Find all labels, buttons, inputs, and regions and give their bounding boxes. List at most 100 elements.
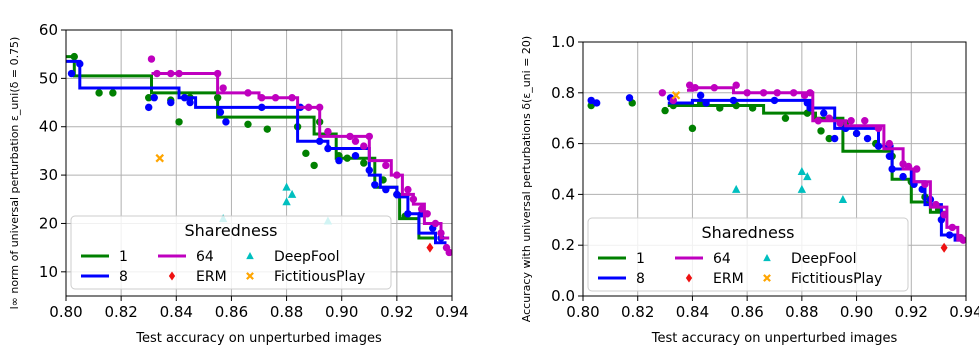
legend-label: ERM <box>196 269 227 285</box>
legend-marker <box>168 271 176 281</box>
data-point <box>213 69 222 78</box>
data-point <box>288 94 296 102</box>
data-point <box>167 98 175 107</box>
x-axis-label: Test accuracy on unperturbed images <box>135 331 382 346</box>
data-point <box>847 117 855 125</box>
data-point <box>814 117 822 125</box>
legend-entry-fictitiousplay: FictitiousPlay <box>246 269 365 285</box>
data-point <box>155 153 165 163</box>
data-point <box>76 60 84 68</box>
legend-entry-8: 8 <box>81 269 128 285</box>
series-step-line <box>66 55 436 240</box>
data-point <box>729 96 738 105</box>
y-tick-label: 0.4 <box>551 185 575 203</box>
y-axis-label: l∞ norm of universal perturbation ε_uni(… <box>8 37 21 310</box>
legend-entry-64: 64 <box>675 251 731 267</box>
data-point <box>222 118 230 126</box>
legend-entry-1: 1 <box>598 251 645 267</box>
data-point <box>940 211 948 219</box>
data-point <box>95 89 103 97</box>
legend-entry-8: 8 <box>598 271 645 287</box>
data-point <box>145 94 153 102</box>
data-point <box>145 103 153 112</box>
y-tick-label: 0.8 <box>551 84 575 102</box>
data-point <box>959 236 966 244</box>
data-point <box>371 181 379 189</box>
series-step-line <box>687 86 964 242</box>
data-point <box>688 124 697 133</box>
x-tick-label: 0.92 <box>895 303 928 321</box>
series-fictitiousplay <box>671 91 681 100</box>
legend-entry-deepfool: DeepFool <box>763 251 856 267</box>
legend-label: FictitiousPlay <box>791 271 882 287</box>
x-tick-label: 0.94 <box>435 303 468 321</box>
x-tick-label: 0.94 <box>949 303 979 321</box>
data-point <box>244 89 252 97</box>
x-tick-label: 0.92 <box>380 303 413 321</box>
data-point <box>310 161 318 170</box>
data-point <box>109 89 117 97</box>
data-point <box>315 103 324 112</box>
data-point <box>817 127 825 135</box>
data-point <box>404 210 412 218</box>
legend-title: Sharedness <box>702 223 795 242</box>
data-point <box>671 91 681 100</box>
legend-entry-1: 1 <box>81 249 128 265</box>
x-tick-label: 0.82 <box>621 303 654 321</box>
data-point <box>150 94 158 102</box>
data-point <box>360 159 368 167</box>
data-point <box>404 185 412 194</box>
series-8 <box>66 59 447 245</box>
data-point <box>885 139 894 148</box>
data-point <box>781 114 790 122</box>
data-point <box>921 180 929 188</box>
data-point <box>702 99 710 107</box>
y-tick-label: 20 <box>39 214 58 232</box>
data-point <box>315 137 324 145</box>
legend-entry-64: 64 <box>158 249 214 265</box>
legend-label: DeepFool <box>791 251 856 267</box>
data-point <box>661 106 669 115</box>
data-point <box>669 96 677 105</box>
legend-label: 1 <box>119 249 128 265</box>
data-point <box>820 109 828 117</box>
x-tick-label: 0.90 <box>325 303 358 321</box>
legend-marker <box>246 272 254 280</box>
series-fictitiousplay <box>155 153 165 163</box>
data-point <box>175 118 183 126</box>
data-point <box>70 52 78 61</box>
y-tick-label: 0.0 <box>551 287 575 305</box>
data-point <box>216 108 225 116</box>
legend-label: 8 <box>636 271 645 287</box>
data-point <box>691 84 699 92</box>
data-point <box>423 210 431 218</box>
data-point <box>797 167 807 176</box>
data-point <box>592 99 601 107</box>
data-point <box>437 229 445 237</box>
x-tick-label: 0.84 <box>160 303 193 321</box>
data-point <box>625 94 634 102</box>
series-erm <box>940 242 948 253</box>
data-point <box>67 69 76 78</box>
data-point <box>346 132 354 141</box>
legend-marker <box>763 253 771 262</box>
data-point <box>282 197 291 206</box>
data-point <box>773 89 781 97</box>
data-point <box>874 124 883 133</box>
data-point <box>445 248 452 257</box>
data-point <box>863 134 872 143</box>
data-point <box>797 184 807 193</box>
y-tick-label: 10 <box>39 263 58 281</box>
data-point <box>658 89 667 97</box>
y-tick-label: 1.0 <box>551 33 575 51</box>
data-point <box>175 69 183 78</box>
grid: 0.80 0.82 0.84 0.86 0.88 0.90 0.92 0.94 10 20 30 40… <box>39 21 469 321</box>
data-point <box>324 144 332 153</box>
axes-frame <box>65 29 453 297</box>
y-tick-label: 30 <box>39 166 58 184</box>
data-point <box>716 104 724 112</box>
axes-frame <box>582 41 967 297</box>
data-point <box>343 154 351 162</box>
series-step-line <box>667 104 947 214</box>
